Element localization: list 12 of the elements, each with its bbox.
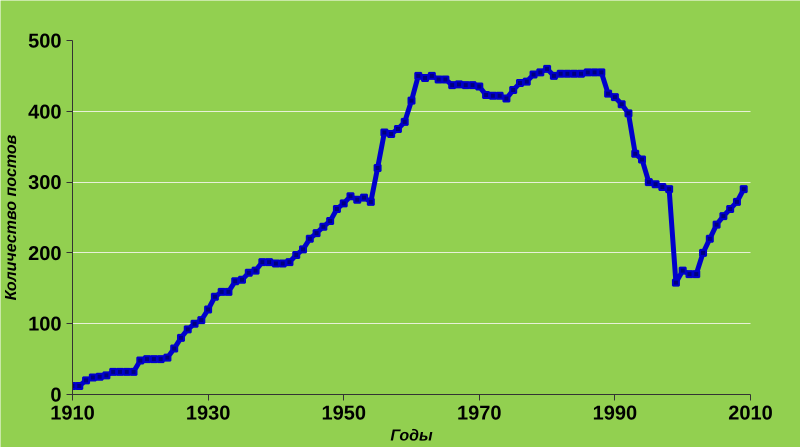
x-tick-label: 1930	[186, 402, 230, 424]
y-tick-label: 300	[28, 172, 62, 194]
y-tick-label: 200	[28, 242, 62, 265]
y-axis-title: Количество постов	[3, 134, 20, 300]
x-tick-label: 1970	[457, 402, 502, 424]
x-axis-title: Годы	[390, 428, 434, 444]
y-tick-label: 100	[28, 314, 62, 336]
y-tick-label: 400	[28, 101, 62, 124]
x-tick-label: 1990	[592, 402, 638, 424]
y-tick-label: 500	[28, 30, 62, 52]
x-tick-label: 2010	[728, 402, 773, 424]
x-tick-label: 1950	[321, 402, 366, 424]
